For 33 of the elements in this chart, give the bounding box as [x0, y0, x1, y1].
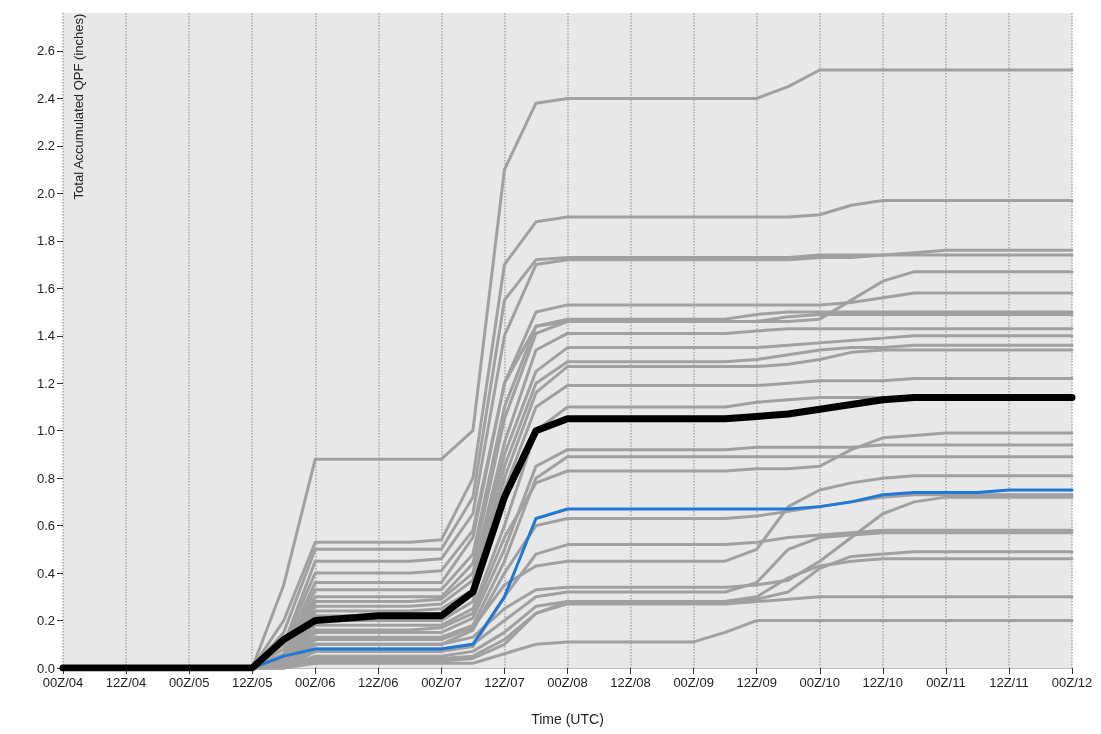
y-tick-label: 0.0 [36, 660, 55, 676]
x-tick-label: 00Z/11 [926, 675, 966, 690]
x-tick-label: 12Z/04 [105, 675, 147, 690]
x-tick-label: 12Z/10 [862, 675, 904, 690]
x-tick-label: 00Z/08 [547, 675, 588, 690]
x-tick-label: 00Z/09 [673, 675, 714, 690]
y-tick-label: 1.4 [36, 328, 55, 344]
x-tick-label: 00Z/10 [799, 675, 840, 690]
x-tick-label: 12Z/06 [358, 675, 399, 690]
y-tick-label: 1.8 [36, 233, 55, 249]
x-tick-label: 00Z/07 [421, 675, 462, 690]
y-tick-label: 0.2 [36, 613, 55, 629]
x-tick-label: 12Z/09 [736, 675, 777, 690]
y-tick-label: 2.0 [36, 185, 55, 201]
x-tick-label: 00Z/05 [168, 675, 210, 690]
x-axis-title: Time (UTC) [531, 711, 604, 727]
y-axis-title: Total Accumulated QPF (inches) [71, 13, 86, 200]
x-tick-label: 00Z/06 [295, 675, 336, 690]
x-tick-label: 12Z/07 [484, 675, 525, 690]
x-tick-label: 12Z/05 [231, 675, 273, 690]
y-tick-label: 1.0 [36, 423, 55, 439]
y-tick-label: 1.6 [36, 280, 55, 296]
y-tick-label: 0.8 [36, 470, 55, 486]
x-tick-label: 12Z/08 [610, 675, 651, 690]
x-tick-label: 00Z/12 [1051, 675, 1093, 690]
y-tick-label: 1.2 [36, 375, 55, 391]
y-tick-label: 0.6 [36, 518, 55, 534]
x-tick-label: 00Z/04 [42, 675, 84, 690]
y-tick-label: 2.2 [36, 138, 55, 154]
y-tick-label: 0.4 [36, 565, 55, 581]
y-tick-label: 2.6 [36, 43, 55, 59]
x-tick-label: 12Z/11 [989, 675, 1029, 690]
y-tick-label: 2.4 [36, 90, 55, 106]
